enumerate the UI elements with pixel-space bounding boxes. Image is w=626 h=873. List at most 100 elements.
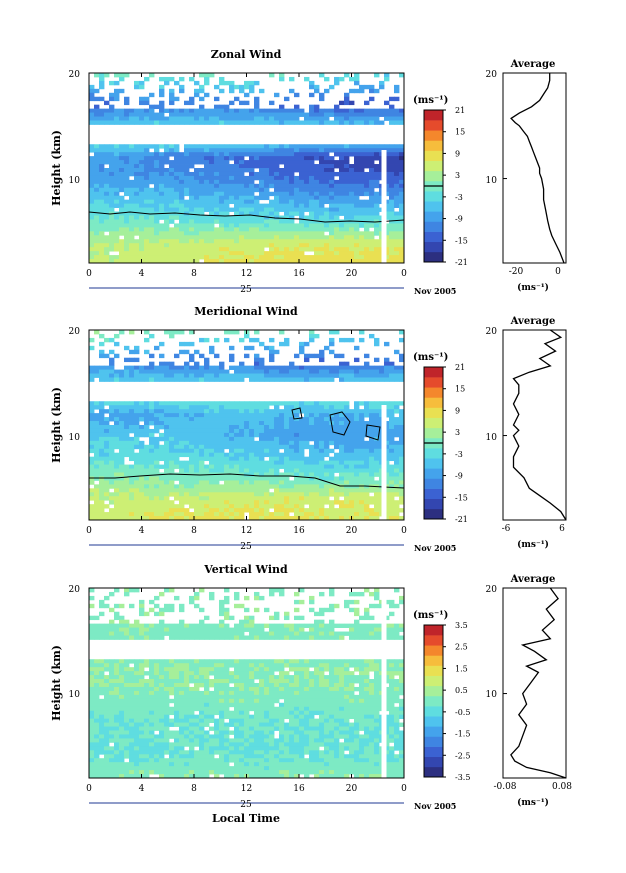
heatmap-cell: [109, 492, 115, 497]
heatmap-cell: [104, 734, 110, 739]
heatmap-cell: [119, 444, 125, 450]
heatmap-cell: [259, 187, 265, 193]
heatmap-cell: [159, 377, 165, 382]
heatmap-cell: [264, 160, 270, 165]
heatmap-cell: [299, 247, 305, 252]
heatmap-cell: [249, 243, 255, 248]
heatmap-cell: [129, 496, 135, 501]
heatmap-cell: [194, 215, 200, 220]
heatmap-cell: [94, 440, 100, 446]
heatmap-cell: [294, 436, 300, 442]
heatmap-cell: [384, 183, 390, 189]
heatmap-cell: [149, 365, 155, 370]
heatmap-cell: [139, 480, 145, 485]
heatmap-cell: [199, 175, 205, 181]
heatmap-cell: [384, 243, 390, 248]
heatmap-cell: [134, 710, 140, 716]
heatmap-cell: [319, 144, 325, 149]
heatmap-cell: [119, 199, 125, 205]
heatmap-cell: [139, 448, 145, 454]
heatmap-cell: [94, 175, 100, 181]
heatmap-cell: [224, 417, 230, 422]
heatmap-cell: [264, 152, 270, 157]
heatmap-cell: [114, 413, 120, 418]
heatmap-cell: [99, 207, 105, 212]
heatmap-cell: [209, 484, 215, 489]
heatmap-cell: [259, 247, 265, 252]
heatmap-cell: [384, 255, 390, 260]
heatmap-cell: [259, 452, 265, 458]
heatmap-cell: [294, 405, 300, 410]
heatmap-cell: [89, 365, 95, 370]
heatmap-cell: [134, 251, 140, 256]
heatmap-cell: [204, 183, 210, 189]
heatmap-cell: [254, 488, 260, 493]
heatmap-cell: [344, 432, 350, 438]
heatmap-cell: [149, 199, 155, 205]
heatmap-cell: [219, 361, 225, 367]
heatmap-cell: [284, 164, 290, 169]
heatmap-cell: [199, 239, 205, 244]
heatmap-cell: [279, 108, 285, 113]
heatmap-cell: [124, 175, 130, 181]
heatmap-cell: [144, 349, 150, 355]
heatmap-cell: [269, 516, 275, 520]
heatmap-cell: [394, 349, 400, 355]
heatmap-cell: [199, 211, 205, 216]
heatmap-cell: [374, 112, 380, 117]
heatmap-cell: [269, 227, 275, 232]
heatmap-cell: [309, 516, 315, 520]
colorbar-tick-label: 3: [455, 428, 460, 437]
heatmap-cell: [169, 468, 175, 473]
heatmap-cell: [159, 448, 165, 454]
heatmap-cell: [204, 255, 210, 260]
heatmap-cell: [184, 164, 190, 169]
heatmap-cell: [234, 255, 240, 260]
heatmap-cell: [174, 259, 180, 263]
heatmap-cell: [269, 377, 275, 382]
heatmap-cell: [399, 195, 404, 201]
heatmap-cell: [219, 160, 225, 165]
heatmap-cell: [299, 405, 305, 410]
heatmap-cell: [124, 440, 130, 446]
heatmap-cell: [169, 512, 175, 517]
heatmap-cell: [209, 345, 215, 351]
heatmap-cell: [229, 88, 235, 94]
heatmap-cell: [364, 243, 370, 248]
heatmap-cell: [174, 207, 180, 212]
heatmap-cell: [169, 464, 175, 469]
heatmap-cell: [124, 698, 130, 704]
heatmap-cell: [114, 627, 120, 632]
heatmap-cell: [374, 500, 380, 505]
heatmap-cell: [209, 203, 215, 208]
heatmap-cell: [249, 365, 255, 370]
heatmap-cell: [234, 227, 240, 232]
heatmap-cell: [129, 369, 135, 374]
heatmap-cell: [114, 199, 120, 205]
heatmap-cell: [329, 203, 335, 208]
heatmap-cell: [399, 377, 404, 382]
heatmap-cell: [339, 452, 345, 458]
heatmap-cell: [204, 148, 210, 153]
heatmap-cell: [309, 84, 315, 90]
heatmap-cell: [179, 500, 185, 505]
heatmap-cell: [364, 156, 370, 161]
heatmap-cell: [234, 508, 240, 513]
heatmap-cell: [194, 421, 200, 426]
heatmap-cell: [294, 108, 300, 113]
heatmap-cell: [129, 330, 135, 335]
heatmap-cell: [149, 460, 155, 465]
heatmap-cell: [189, 223, 195, 228]
heatmap-cell: [99, 148, 105, 153]
heatmap-cell: [134, 702, 140, 708]
average-profile-line: [512, 329, 567, 521]
heatmap-cell: [139, 219, 145, 224]
heatmap-cell: [99, 239, 105, 244]
heatmap-cell: [119, 484, 125, 489]
heatmap-cell: [274, 488, 280, 493]
heatmap-cell: [139, 500, 145, 505]
heatmap-cell: [294, 183, 300, 189]
heatmap-cell: [254, 464, 260, 469]
heatmap-cell: [284, 428, 290, 434]
heatmap-cell: [324, 227, 330, 232]
